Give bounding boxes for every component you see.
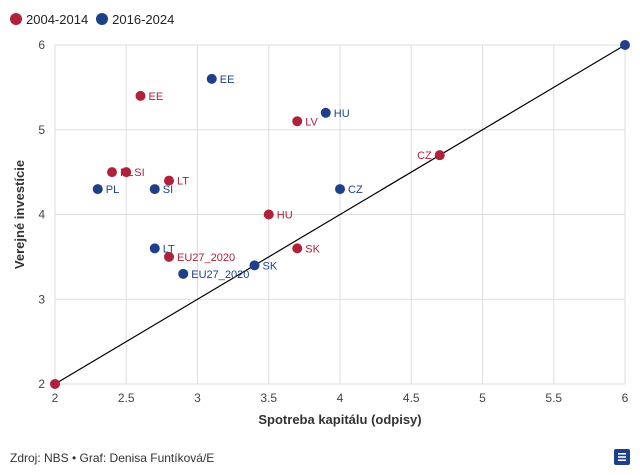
data-point-lv[interactable]: [292, 116, 303, 127]
legend-dot-icon: [10, 13, 22, 25]
e-logo-icon[interactable]: [614, 449, 630, 465]
data-point-hu[interactable]: [320, 107, 331, 118]
point-label: EE: [149, 91, 164, 103]
x-tick-label: 2.5: [118, 391, 135, 405]
chart-legend: 2004-2014 2016-2024: [10, 8, 182, 30]
data-point-eu27_2020[interactable]: [178, 268, 189, 279]
data-point-hu[interactable]: [263, 209, 274, 220]
data-point-sk[interactable]: [292, 243, 303, 254]
data-point-eu27_2020[interactable]: [164, 251, 174, 262]
point-label: EU27_2020: [191, 269, 249, 281]
point-label: LT: [177, 176, 189, 188]
data-point-cz[interactable]: [335, 184, 345, 195]
point-label: SK: [305, 243, 320, 255]
data-point-end[interactable]: [50, 379, 60, 389]
tick-labels: 2 2.5 3 3.5 4 4.5 5 5.5 6 2 3 4 5 6: [38, 38, 628, 405]
y-tick-label: 2: [38, 377, 45, 391]
data-point-end[interactable]: [620, 40, 630, 50]
legend-dot-icon: [96, 13, 109, 25]
point-label: EU27_2020: [177, 252, 235, 264]
point-label: PL: [106, 184, 119, 196]
point-label: LT: [163, 243, 175, 255]
x-tick-label: 2: [52, 391, 59, 405]
data-point-si[interactable]: [149, 184, 160, 195]
y-tick-label: 5: [38, 123, 45, 137]
y-tick-label: 6: [38, 38, 45, 52]
data-point-pl[interactable]: [107, 167, 117, 178]
data-point-lt[interactable]: [149, 243, 160, 254]
x-tick-label: 5.5: [545, 391, 562, 405]
source-footer: Zdroj: NBS • Graf: Denisa Funtíková/E: [10, 451, 215, 465]
data-point-pl[interactable]: [92, 184, 103, 195]
point-label: HU: [277, 210, 293, 222]
data-point-ee[interactable]: [135, 90, 146, 101]
legend-item-2004-2014[interactable]: 2004-2014: [10, 12, 88, 27]
data-point-ee[interactable]: [206, 73, 217, 84]
data-point-sk[interactable]: [249, 260, 260, 271]
x-tick-label: 6: [622, 391, 629, 405]
point-label: EE: [220, 74, 235, 86]
point-label: SI: [134, 167, 144, 179]
scatter-chart: 2 2.5 3 3.5 4 4.5 5 5.5 6 2 3 4 5 6 EE LV CZ PL SI LT HU SK E…: [12, 38, 630, 427]
data-point-lt[interactable]: [164, 175, 174, 186]
data-points: EELVCZPLSILTHUSKEU27_2020EEHUPLSICZLTEU2…: [50, 40, 630, 389]
point-label: HU: [334, 108, 350, 120]
x-tick-label: 4.5: [403, 391, 420, 405]
x-tick-label: 3.5: [260, 391, 277, 405]
x-tick-label: 5: [479, 391, 486, 405]
point-label: CZ: [348, 184, 363, 196]
legend-item-2016-2024[interactable]: 2016-2024: [96, 12, 174, 27]
data-point-si[interactable]: [121, 167, 132, 178]
legend-label: 2004-2014: [26, 11, 89, 27]
legend-label: 2016-2024: [112, 11, 175, 27]
data-point-cz[interactable]: [434, 150, 445, 161]
x-axis-title: Spotreba kapitálu (odpisy): [258, 412, 421, 427]
y-axis-title: Verejné investície: [12, 160, 27, 269]
x-tick-label: 3: [194, 391, 201, 405]
point-label: CZ: [417, 150, 432, 162]
point-label: LV: [305, 116, 318, 128]
y-tick-label: 4: [38, 208, 45, 222]
point-label: SK: [263, 260, 278, 272]
reference-line: [54, 44, 626, 385]
y-tick-label: 3: [38, 292, 45, 306]
x-tick-label: 4: [337, 391, 344, 405]
point-label: SI: [163, 184, 173, 196]
